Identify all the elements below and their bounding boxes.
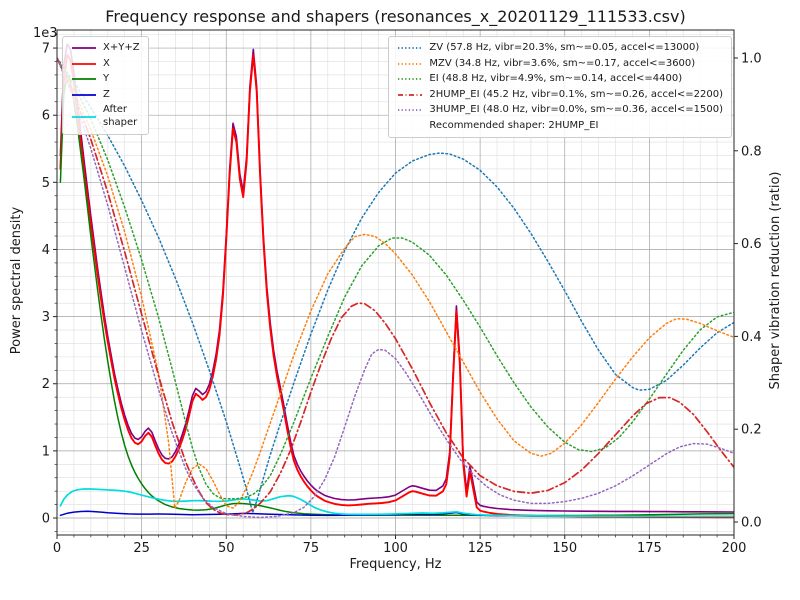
series-line-y <box>59 74 734 517</box>
legend-item-ei: EI (48.8 Hz, vibr=4.9%, sm~=0.14, accel<… <box>397 73 723 86</box>
legend-line-sample-x <box>72 62 96 65</box>
x-tick-label: 200 <box>722 541 747 556</box>
series-line-x <box>59 53 734 519</box>
legend-line-sample-z <box>72 93 96 96</box>
x-tick-label: 50 <box>218 541 235 556</box>
legend-item-after-shaper: After shaper <box>71 104 140 129</box>
y-left-tick-label: 3 <box>42 310 50 325</box>
y-right-tick-label: 0.6 <box>741 237 762 252</box>
legend-item-label: EI (48.8 Hz, vibr=4.9%, sm~=0.14, accel<… <box>429 73 683 84</box>
legend-item-x-y-z: X+Y+Z <box>71 42 140 55</box>
series-line-zv <box>57 57 734 514</box>
legend-item-label: ZV (57.8 Hz, vibr=20.3%, sm~=0.05, accel… <box>429 42 700 53</box>
x-tick-label: 100 <box>383 541 408 556</box>
x-tick-label: 150 <box>552 541 577 556</box>
y-right-tick-label: 0.2 <box>741 423 762 438</box>
series-line-2hump-ei <box>57 57 734 516</box>
legend-item-2hump-ei: 2HUMP_EI (45.2 Hz, vibr=0.1%, sm~=0.26, … <box>397 89 723 102</box>
legend-item-3hump-ei: 3HUMP_EI (48.0 Hz, vibr=0.0%, sm~=0.36, … <box>397 104 723 117</box>
legend-item-zv: ZV (57.8 Hz, vibr=20.3%, sm~=0.05, accel… <box>397 42 723 55</box>
y-left-tick-label: 7 <box>42 42 50 57</box>
legend-line-sample-zv <box>398 47 423 50</box>
series-line-after-shaper <box>59 488 734 518</box>
y-axis-label-right: Shaper vibration reduction (ratio) <box>768 171 783 390</box>
y-left-tick-label: 2 <box>42 377 50 392</box>
x-axis-label: Frequency, Hz <box>349 557 442 572</box>
y-left-tick-label: 4 <box>42 243 50 258</box>
legend-line-sample-x-y-z <box>72 47 96 50</box>
series-lines <box>57 43 734 519</box>
legend-item-label: 3HUMP_EI (48.0 Hz, vibr=0.0%, sm~=0.36, … <box>429 104 723 115</box>
legend-item-label: X <box>103 57 110 69</box>
axis-ticks-and-labels: 0 25 50 75 100 125 150 175 200 0 1 2 3 4 5 6 7 0.0 0.2 0.4 0… <box>42 34 762 556</box>
legend-line-sample-after-shaper <box>72 115 96 118</box>
y-left-tick-label: 5 <box>42 176 50 191</box>
gridlines <box>56 30 735 535</box>
legend-item-label: Z <box>103 88 110 100</box>
legend-line-sample-3hump-ei <box>398 109 423 112</box>
chart-title: Frequency response and shapers (resonanc… <box>105 7 686 26</box>
legend-line-sample-mzv <box>398 62 423 65</box>
recommended-shaper-note: Recommended shaper: 2HUMP_EI <box>429 119 599 131</box>
x-tick-label: 0 <box>53 541 61 556</box>
legend-item-label: 2HUMP_EI (45.2 Hz, vibr=0.1%, sm~=0.26, … <box>429 88 723 100</box>
legend-line-sample-y <box>72 78 96 81</box>
legend-shapers: ZV (57.8 Hz, vibr=20.3%, sm~=0.05, accel… <box>388 36 732 138</box>
y-right-tick-label: 0.0 <box>741 516 762 531</box>
legend-line-sample-2hump-ei <box>398 93 423 96</box>
y-left-tick-label: 6 <box>42 109 50 124</box>
legend-item-x: X <box>71 58 140 71</box>
y-left-tick-label: 1 <box>42 444 50 459</box>
x-tick-label: 125 <box>468 541 493 556</box>
y-right-tick-label: 0.8 <box>741 144 762 159</box>
series-line-mzv <box>57 57 734 509</box>
y-left-tick-label: 0 <box>42 512 50 527</box>
legend-item-label: MZV (34.8 Hz, vibr=3.6%, sm~=0.17, accel… <box>429 57 696 69</box>
legend-item-label: After shaper <box>103 104 138 128</box>
x-tick-label: 175 <box>637 541 662 556</box>
series-line-ei <box>57 57 734 500</box>
legend-psd: X+Y+Z X Y Z After shaper <box>62 36 149 135</box>
legend-item-mzv: MZV (34.8 Hz, vibr=3.6%, sm~=0.17, accel… <box>397 58 723 71</box>
y-axis-offset-text: 1e3 <box>33 26 58 41</box>
series-line-3hump-ei <box>57 57 734 519</box>
legend-item-y: Y <box>71 73 140 86</box>
x-tick-label: 75 <box>303 541 320 556</box>
legend-item-label: Y <box>103 73 110 84</box>
y-right-tick-label: 0.4 <box>741 330 762 345</box>
legend-line-sample-ei <box>398 78 423 81</box>
legend-item-label: X+Y+Z <box>103 42 140 53</box>
y-axis-label-left: Power spectral density <box>9 206 24 355</box>
x-tick-label: 25 <box>133 541 150 556</box>
legend-item-z: Z <box>71 89 140 102</box>
y-right-tick-label: 1.0 <box>741 51 762 66</box>
